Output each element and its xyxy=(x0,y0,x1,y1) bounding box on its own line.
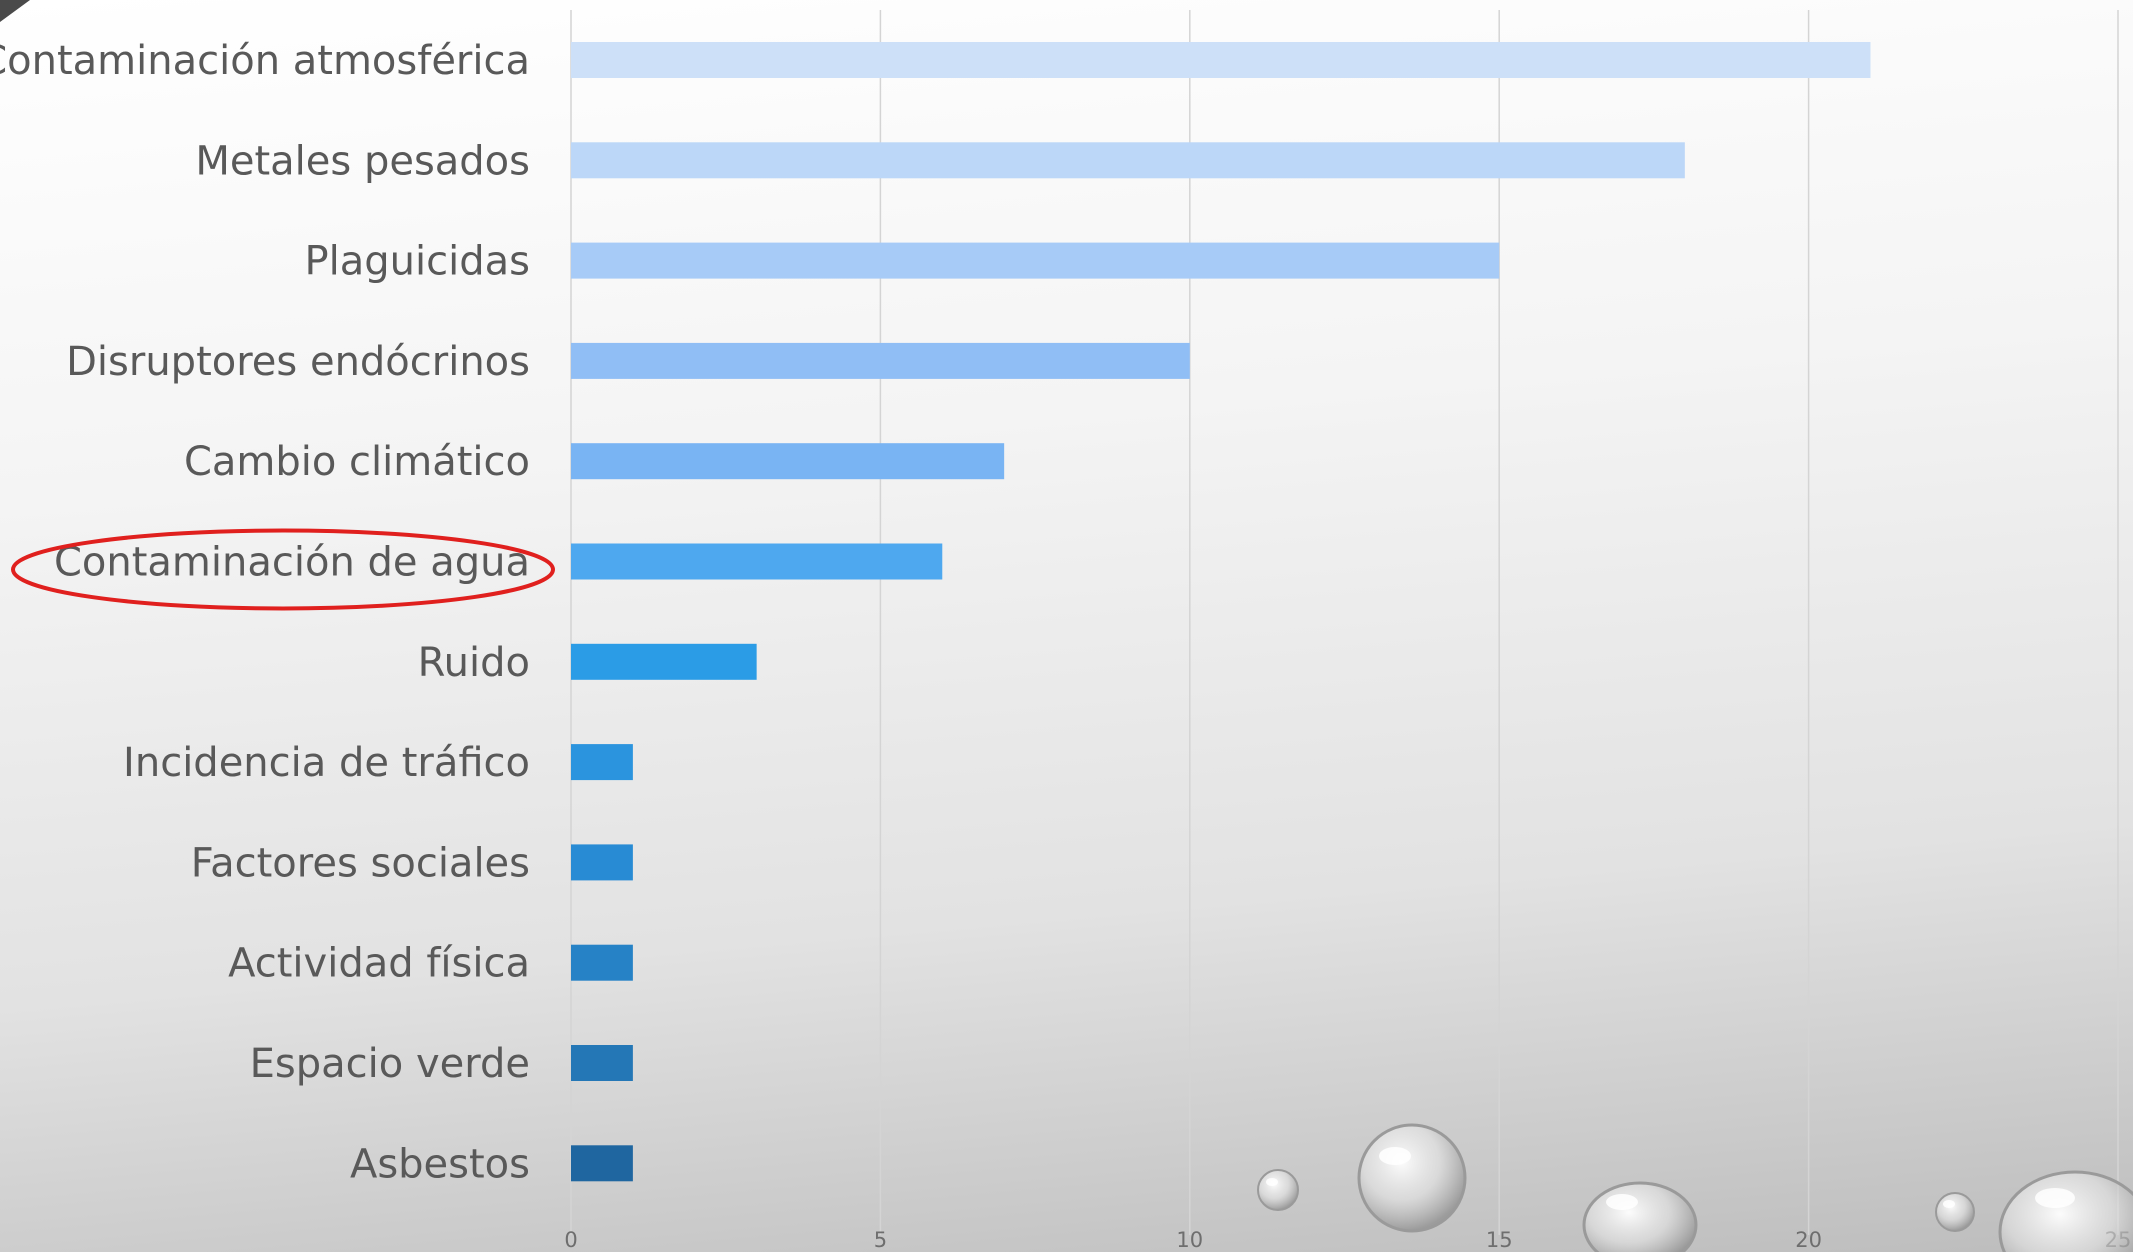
x-tick-labels: 0510152025 xyxy=(564,1228,2131,1252)
x-tick-label: 5 xyxy=(874,1228,887,1252)
water-drops-decoration xyxy=(1257,1123,2133,1252)
water-drop xyxy=(1357,1123,1467,1233)
x-tick-label: 20 xyxy=(1795,1228,1822,1252)
water-drop xyxy=(1582,1181,1698,1252)
bar xyxy=(571,342,1190,379)
bars xyxy=(571,42,1871,1182)
category-label: Metales pesados xyxy=(195,138,530,184)
category-label: Cambio climático xyxy=(184,439,530,485)
category-labels: Contaminación atmosférica Metales pesados… xyxy=(0,38,530,1187)
bar xyxy=(571,744,633,781)
bar xyxy=(571,242,1500,279)
category-label: Contaminación atmosférica xyxy=(0,38,530,84)
category-label: Incidencia de tráfico xyxy=(123,740,530,786)
corner-decoration xyxy=(0,0,30,22)
bar xyxy=(571,844,633,881)
bar xyxy=(571,1045,633,1081)
bar xyxy=(571,1145,633,1182)
bar xyxy=(571,142,1685,179)
gridlines xyxy=(570,10,2119,1235)
category-label: Contaminación de agua xyxy=(54,540,530,586)
bar xyxy=(571,643,757,680)
category-label: Asbestos xyxy=(350,1141,530,1187)
bar xyxy=(571,944,633,981)
category-label: Actividad física xyxy=(228,941,530,987)
bar xyxy=(571,42,1871,78)
highlight-annotation xyxy=(11,528,555,611)
highlight-ellipse xyxy=(11,528,555,611)
water-drop xyxy=(1998,1170,2133,1252)
category-label: Espacio verde xyxy=(250,1041,530,1087)
x-tick-label: 0 xyxy=(564,1228,577,1252)
x-tick-label: 10 xyxy=(1176,1228,1203,1252)
water-drop xyxy=(1935,1192,1975,1232)
x-tick-label: 15 xyxy=(1486,1228,1513,1252)
category-label: Plaguicidas xyxy=(305,239,530,285)
category-label: Disruptores endócrinos xyxy=(66,339,530,385)
bar xyxy=(571,443,1005,480)
bar xyxy=(571,543,943,580)
category-label: Ruido xyxy=(418,640,530,686)
water-drop xyxy=(1257,1169,1299,1211)
category-label: Factores sociales xyxy=(191,840,530,886)
